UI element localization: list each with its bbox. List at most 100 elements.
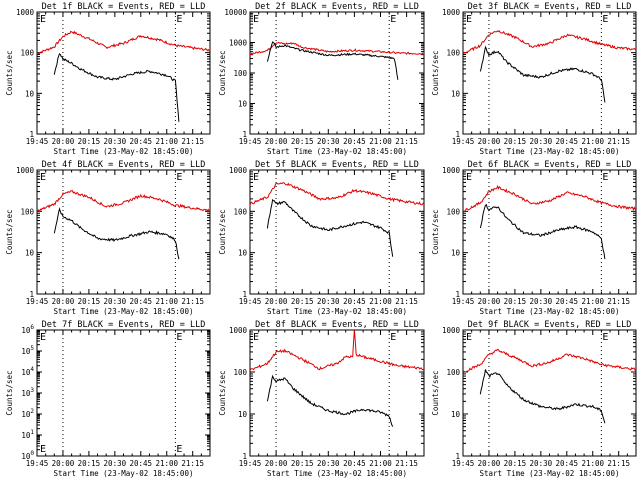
plot-frame bbox=[249, 329, 425, 457]
x-tick-label: 21:15 bbox=[395, 459, 418, 468]
series-line-events bbox=[53, 207, 180, 260]
panel-title: Det 6f BLACK = Events, RED = LLD bbox=[468, 160, 632, 170]
x-tick-label: 20:15 bbox=[291, 137, 314, 146]
x-tick-label: 20:15 bbox=[78, 297, 101, 306]
panel-title: Det 2f BLACK = Events, RED = LLD bbox=[255, 2, 419, 12]
y-tick-label: 100 bbox=[446, 49, 460, 58]
x-tick-label: 20:45 bbox=[343, 297, 366, 306]
y-tick-label: 1000 bbox=[16, 166, 35, 175]
y-axis-label: Counts/sec bbox=[5, 209, 14, 254]
x-tick-label: 19:45 bbox=[239, 137, 262, 146]
marker-label-e: E bbox=[390, 14, 396, 25]
x-tick-label: 21:00 bbox=[581, 459, 604, 468]
x-tick-label: 20:45 bbox=[343, 459, 366, 468]
panel-title: Det 7f BLACK = Events, RED = LLD bbox=[42, 320, 206, 330]
y-tick-label: 1 bbox=[242, 130, 247, 139]
plot-frame bbox=[462, 169, 637, 295]
marker-label-e: E bbox=[176, 14, 182, 25]
y-tick-label: 10 bbox=[25, 89, 35, 98]
x-tick-label: 21:15 bbox=[395, 297, 418, 306]
x-tick-label: 21:00 bbox=[369, 459, 392, 468]
x-axis-label: Start Time (23-May-02 18:45:00) bbox=[480, 147, 620, 156]
y-tick-label: 1000 bbox=[16, 8, 35, 17]
x-tick-label: 21:00 bbox=[155, 297, 178, 306]
x-tick-label: 19:45 bbox=[26, 137, 49, 146]
y-axis-label: Counts/sec bbox=[5, 370, 14, 415]
marker-label-e: E bbox=[253, 14, 259, 25]
x-tick-label: 20:30 bbox=[104, 459, 127, 468]
panel-det-1: Det 1f BLACK = Events, RED = LLD Counts/s… bbox=[5, 2, 211, 156]
marker-label-e: E bbox=[390, 172, 396, 183]
x-tick-label: 20:45 bbox=[130, 459, 153, 468]
series-line-events bbox=[53, 52, 180, 122]
series-line-lld bbox=[462, 30, 637, 55]
x-tick-label: 21:15 bbox=[607, 137, 630, 146]
x-tick-label: 21:00 bbox=[155, 459, 178, 468]
panel-det-6: Det 6f BLACK = Events, RED = LLD Counts/s… bbox=[431, 160, 637, 316]
x-tick-label: 20:45 bbox=[556, 459, 579, 468]
panel-title: Det 9f BLACK = Events, RED = LLD bbox=[468, 320, 632, 330]
x-tick-label: 20:45 bbox=[130, 297, 153, 306]
y-tick-label: 10 bbox=[25, 249, 35, 258]
plot-frame bbox=[462, 329, 637, 457]
y-axis-label: Counts/sec bbox=[431, 370, 440, 415]
plot-frame bbox=[36, 169, 211, 295]
panel-title: Det 5f BLACK = Events, RED = LLD bbox=[255, 160, 419, 170]
y-axis-label: Counts/sec bbox=[5, 50, 14, 95]
y-tick-label: 1000 bbox=[442, 166, 461, 175]
series-line-lld bbox=[249, 41, 425, 56]
y-tick-label: 100 bbox=[233, 368, 247, 377]
x-tick-label: 20:00 bbox=[265, 297, 288, 306]
marker-label-e: E bbox=[390, 332, 396, 343]
series-line-lld bbox=[249, 330, 425, 372]
series-line-events bbox=[479, 369, 606, 424]
x-tick-label: 20:30 bbox=[530, 297, 553, 306]
marker-label-e: E bbox=[253, 172, 259, 183]
x-tick-label: 20:15 bbox=[78, 459, 101, 468]
x-tick-label: 19:45 bbox=[26, 459, 49, 468]
x-tick-label: 20:30 bbox=[530, 459, 553, 468]
marker-label-e: E bbox=[602, 332, 608, 343]
x-tick-label: 20:45 bbox=[343, 137, 366, 146]
x-tick-label: 20:15 bbox=[504, 459, 527, 468]
x-tick-label: 21:00 bbox=[581, 137, 604, 146]
series-line-lld bbox=[36, 190, 211, 213]
y-axis-label: Counts/sec bbox=[431, 50, 440, 95]
y-axis-label: Counts/sec bbox=[218, 209, 227, 254]
y-tick-label: 100 bbox=[446, 207, 460, 216]
y-tick-label: 1000 bbox=[442, 326, 461, 335]
marker-label-e: E bbox=[466, 14, 472, 25]
marker-label-e: E bbox=[602, 172, 608, 183]
x-tick-label: 20:00 bbox=[478, 297, 501, 306]
series-line-events bbox=[266, 374, 394, 427]
y-tick-label: 1000 bbox=[229, 166, 248, 175]
series-line-events bbox=[266, 198, 394, 257]
y-tick-label: 100 bbox=[446, 368, 460, 377]
x-tick-label: 20:00 bbox=[265, 459, 288, 468]
x-tick-label: 20:15 bbox=[291, 297, 314, 306]
y-tick-label: 1 bbox=[242, 452, 247, 461]
x-tick-label: 20:30 bbox=[104, 297, 127, 306]
marker-label-e: E bbox=[176, 172, 182, 183]
x-tick-label: 21:15 bbox=[181, 297, 204, 306]
x-tick-label: 20:30 bbox=[317, 137, 340, 146]
marker-label-e: E bbox=[40, 332, 46, 343]
y-tick-label: 1 bbox=[455, 130, 460, 139]
x-tick-label: 19:45 bbox=[239, 459, 262, 468]
panel-det-9: Det 9f BLACK = Events, RED = LLD Counts/s… bbox=[431, 320, 637, 478]
y-tick-label: 103 bbox=[21, 387, 34, 398]
x-tick-label: 21:00 bbox=[369, 297, 392, 306]
y-tick-label: 10 bbox=[238, 410, 248, 419]
series-line-events bbox=[266, 41, 399, 80]
y-tick-label: 100 bbox=[233, 69, 247, 78]
y-tick-label: 105 bbox=[21, 345, 34, 356]
y-tick-label: 10 bbox=[451, 410, 461, 419]
y-tick-label: 1 bbox=[455, 290, 460, 299]
panel-title: Det 3f BLACK = Events, RED = LLD bbox=[468, 2, 632, 12]
x-tick-label: 20:45 bbox=[556, 137, 579, 146]
x-tick-label: 20:00 bbox=[478, 459, 501, 468]
x-tick-label: 20:15 bbox=[504, 137, 527, 146]
x-tick-label: 20:00 bbox=[52, 137, 75, 146]
x-tick-label: 20:30 bbox=[317, 297, 340, 306]
series-line-lld bbox=[36, 30, 211, 55]
